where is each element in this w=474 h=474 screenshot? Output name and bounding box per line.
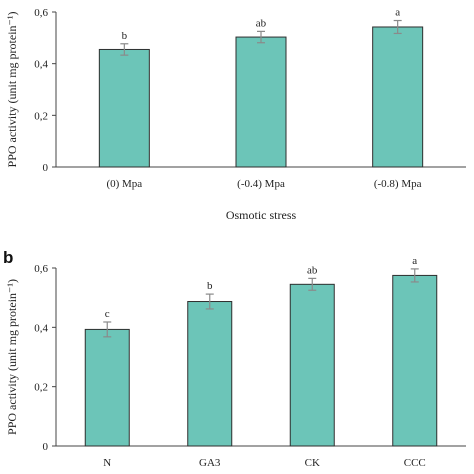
significance-label: ab (307, 264, 318, 276)
y-tick-label: 0,6 (34, 7, 48, 19)
significance-label: b (207, 280, 213, 292)
bar (187, 301, 233, 447)
bar (98, 48, 150, 168)
x-category-label: N (103, 457, 111, 469)
bar (84, 328, 130, 447)
x-category-label: (0) Mpa (106, 178, 142, 190)
bar (392, 274, 438, 447)
y-axis-title: PPO activity (unit mg protein⁻¹) (5, 279, 19, 435)
y-tick-label: 0,6 (34, 263, 48, 275)
significance-label: a (395, 7, 400, 19)
bar (289, 283, 335, 447)
panel-letter: b (3, 248, 13, 267)
y-tick-label: 0,4 (34, 59, 48, 71)
chart-panel-a: 0 0,2 0,4 0,6 b (0) Mpa ab (-0.4) Mpa a (-0.8) Mp… (5, 7, 466, 222)
significance-label: b (122, 30, 128, 42)
x-category-label: (-0.8) Mpa (374, 178, 422, 190)
significance-label: ab (256, 17, 267, 29)
bar (235, 36, 287, 168)
significance-label: a (412, 255, 417, 267)
x-category-label: CCC (404, 457, 426, 469)
x-category-label: GA3 (199, 457, 221, 469)
y-tick-label: 0,4 (34, 322, 48, 334)
x-category-label: (-0.4) Mpa (237, 178, 285, 190)
y-tick-label: 0 (43, 162, 49, 174)
chart-panel-b: 0 0,2 0,4 0,6 c Nb GA3 ab CK a CCC PPO activity (un… (3, 248, 466, 469)
y-tick-label: 0,2 (34, 382, 48, 394)
significance-label: c (105, 308, 110, 320)
bar (372, 26, 424, 168)
y-axis-title: PPO activity (unit mg protein⁻¹) (5, 12, 19, 168)
x-axis-title: Osmotic stress (226, 208, 297, 222)
x-category-label: CK (305, 457, 320, 469)
y-tick-label: 0,2 (34, 110, 48, 122)
y-tick-label: 0 (43, 441, 49, 453)
